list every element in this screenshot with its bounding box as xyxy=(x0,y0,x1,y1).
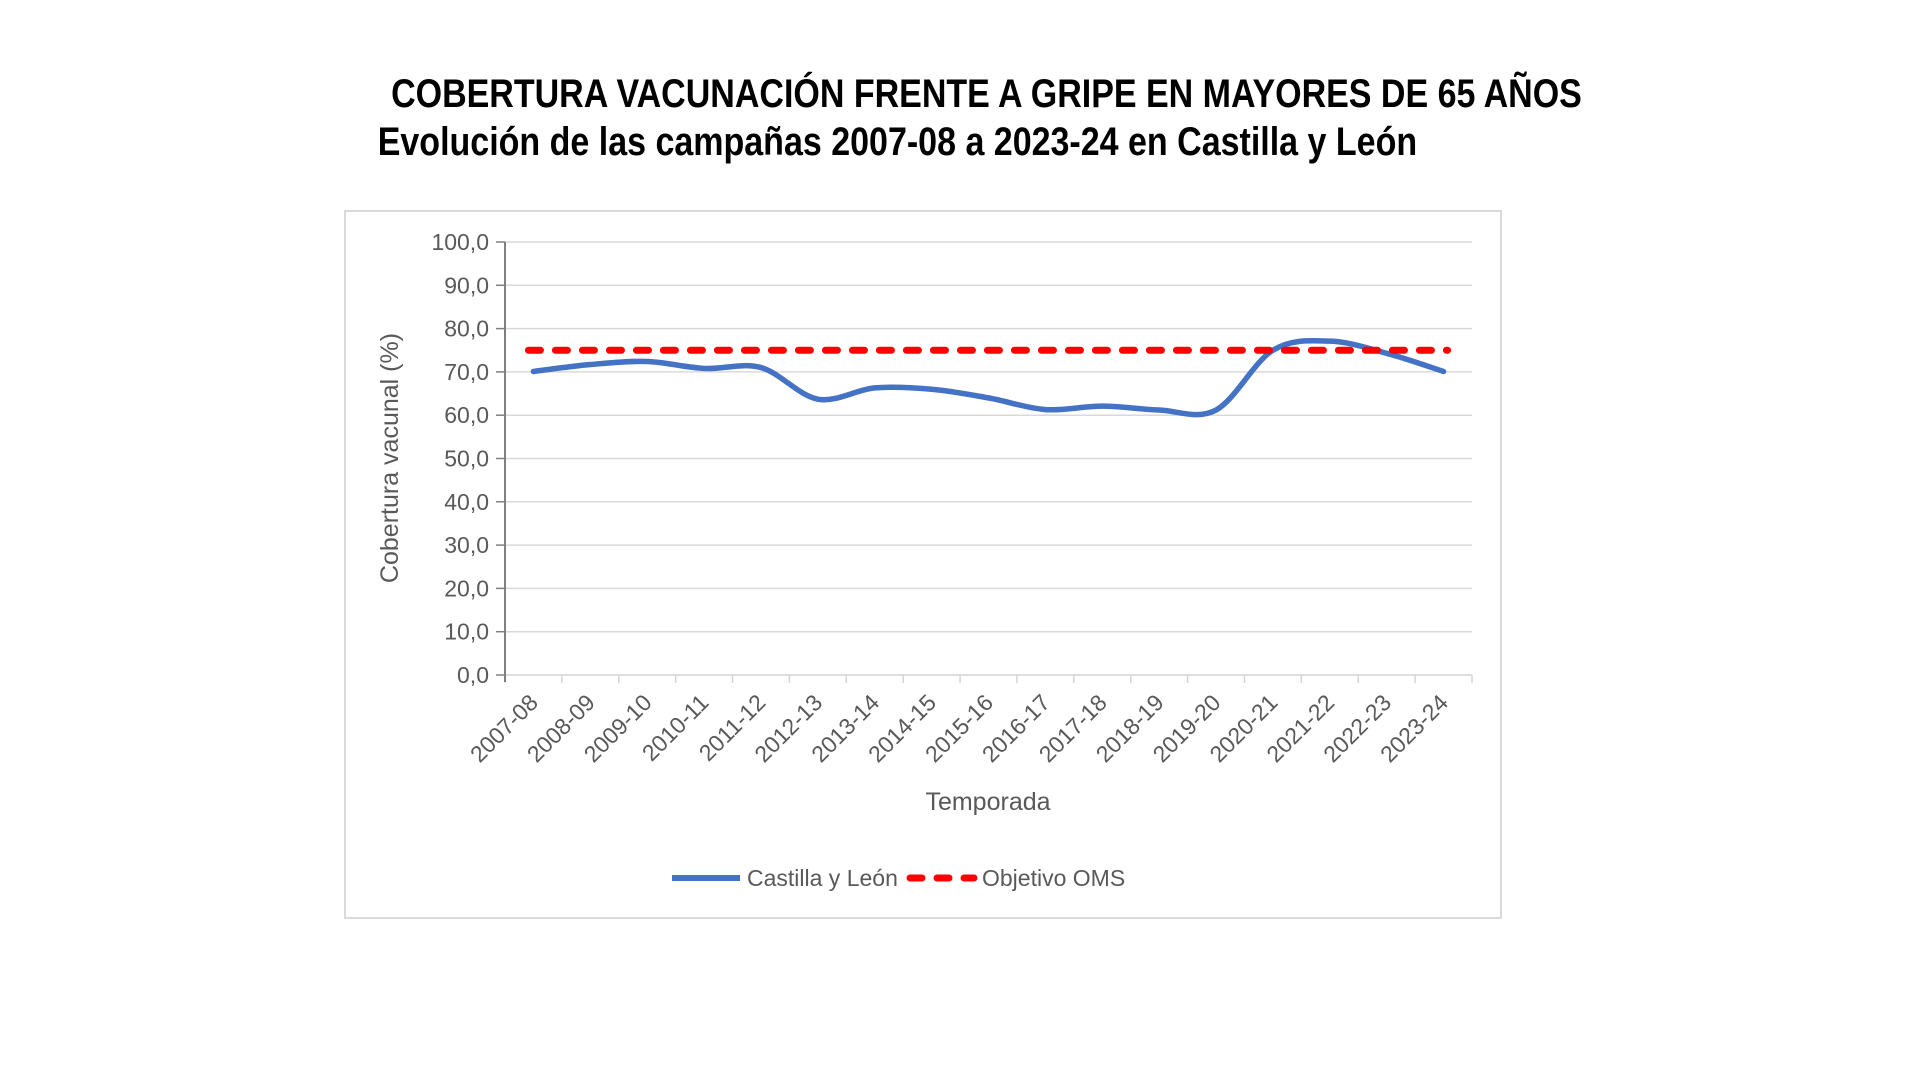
axes-group xyxy=(496,241,1473,683)
data-line-castilla-y-leon xyxy=(530,338,1447,418)
chart-title: COBERTURA VACUNACIÓN FRENTE A GRIPE EN M… xyxy=(286,70,1582,166)
y-tick-label: 0,0 xyxy=(457,662,489,688)
y-tick-label: 20,0 xyxy=(444,575,489,601)
series-lines-group xyxy=(524,338,1452,418)
y-tick-label: 90,0 xyxy=(444,272,489,298)
legend-castilla-label: Castilla y León xyxy=(747,865,898,891)
chart-area: 0,0 10,0 20,0 30,0 40,0 50,0 60,0 70,0 80,0 90,0 1… xyxy=(344,210,1502,919)
y-axis-title: Cobertura vacunal (%) xyxy=(376,333,404,583)
x-axis-title: Temporada xyxy=(925,788,1050,816)
legend-objetivo-label: Objetivo OMS xyxy=(982,865,1125,891)
y-tick-label: 80,0 xyxy=(444,316,489,342)
y-tick-labels-group: 0,0 10,0 20,0 30,0 40,0 50,0 60,0 70,0 80,0 90,0 1… xyxy=(431,229,489,688)
y-tick-label: 50,0 xyxy=(444,446,489,472)
chart-title-line2: Evolución de las campañas 2007-08 a 2023… xyxy=(377,120,1418,164)
gridlines-group xyxy=(505,241,1472,633)
y-tick-label: 60,0 xyxy=(444,402,489,428)
chart-title-line1: COBERTURA VACUNACIÓN FRENTE A GRIPE EN M… xyxy=(391,72,1582,116)
y-tick-label: 40,0 xyxy=(444,489,489,515)
y-tick-label: 100,0 xyxy=(431,229,489,255)
y-tick-label: 70,0 xyxy=(444,359,489,385)
legend: Castilla y León Objetivo OMS xyxy=(672,865,1125,891)
x-tick-labels-group: 2007-082008-092009-102010-112011-122012-… xyxy=(465,689,1453,767)
line-chart: 0,0 10,0 20,0 30,0 40,0 50,0 60,0 70,0 80,0 90,0 1… xyxy=(376,229,1473,891)
y-tick-label: 10,0 xyxy=(444,619,489,645)
y-tick-label: 30,0 xyxy=(444,532,489,558)
